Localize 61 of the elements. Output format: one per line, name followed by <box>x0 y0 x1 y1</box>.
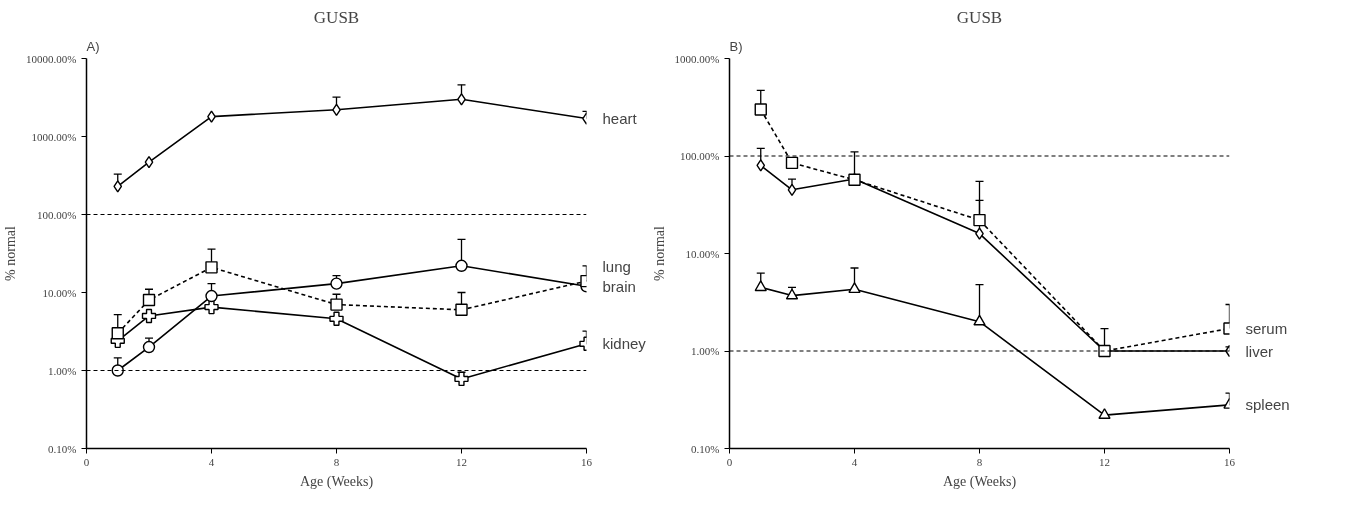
y-tick-label: 1.00% <box>691 345 720 357</box>
x-tick-label: 0 <box>83 455 90 468</box>
point <box>330 298 343 311</box>
point <box>205 289 218 303</box>
point <box>142 340 156 354</box>
y-tick-label: 1000.00% <box>31 130 77 143</box>
x-tick-label: 8 <box>333 455 340 468</box>
y-tick-label: 10.00% <box>42 286 77 299</box>
y-tick-label: 1000.00% <box>674 52 720 65</box>
x-tick-label: 12 <box>1099 455 1110 468</box>
point <box>785 156 799 170</box>
point <box>113 180 123 193</box>
chart-title: GUSB <box>956 7 1003 27</box>
x-tick-label: 12 <box>456 455 467 468</box>
y-tick-label: 10000.00% <box>26 52 77 65</box>
chart-title: GUSB <box>313 7 360 27</box>
x-tick-label: 8 <box>976 455 983 468</box>
series-label: brain <box>602 277 636 295</box>
point <box>973 213 986 227</box>
point <box>756 159 766 172</box>
y-axis-title: % normal <box>3 225 19 281</box>
y-tick-label: 100.00% <box>37 208 77 221</box>
point <box>329 311 344 326</box>
series-label: kidney <box>602 335 647 353</box>
x-tick-label: 16 <box>1224 455 1236 468</box>
x-axis-title: Age (Weeks) <box>299 473 374 490</box>
x-tick-label: 4 <box>851 455 858 468</box>
point <box>754 103 767 116</box>
x-tick-label: 0 <box>726 455 733 468</box>
y-axis-title: % normal <box>651 225 667 281</box>
point <box>1098 408 1111 419</box>
point <box>455 259 468 272</box>
y-tick-label: 1.00% <box>48 364 77 377</box>
point <box>141 308 157 324</box>
y-tick-label: 10.00% <box>685 247 720 260</box>
point <box>754 280 767 292</box>
series-label: lung <box>602 257 631 275</box>
y-tick-label: 0.10% <box>48 442 77 455</box>
point <box>848 282 861 294</box>
x-axis-title: Age (Weeks) <box>942 473 1017 490</box>
y-tick-label: 0.10% <box>691 442 720 455</box>
series-label: serum <box>1245 320 1288 338</box>
point <box>973 314 986 326</box>
text: A) <box>86 38 100 54</box>
series-label: spleen <box>1245 396 1290 414</box>
point <box>111 364 124 377</box>
point <box>204 299 219 315</box>
point <box>787 183 797 197</box>
y-tick-label: 100.00% <box>680 150 720 162</box>
series-label: heart <box>602 110 638 128</box>
x-tick-label: 16 <box>581 455 593 468</box>
point <box>142 293 156 307</box>
point <box>330 277 343 290</box>
point <box>454 371 469 387</box>
point <box>205 261 218 274</box>
point <box>455 303 468 316</box>
point <box>144 155 154 169</box>
point <box>111 327 124 340</box>
text: B) <box>729 38 743 54</box>
series-label: liver <box>1245 342 1274 360</box>
x-tick-label: 4 <box>208 455 215 468</box>
